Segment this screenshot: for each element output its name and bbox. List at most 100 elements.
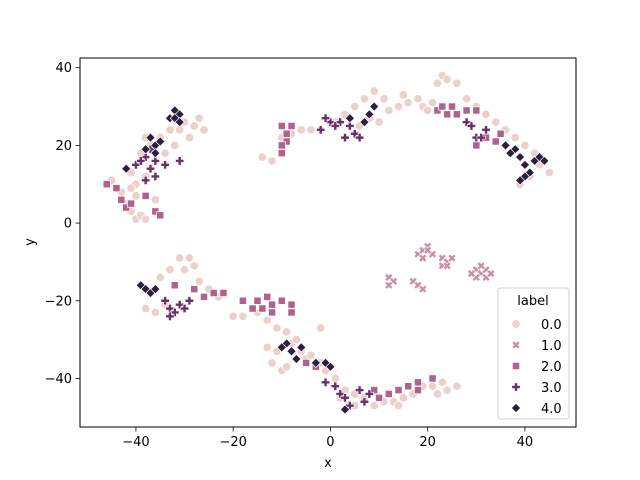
data-point-2-0 [472, 141, 481, 150]
plot-frame [79, 57, 577, 428]
data-point-0-0 [267, 358, 277, 368]
data-point-4-0 [145, 132, 156, 143]
data-point-2-0 [117, 195, 126, 204]
data-point-2-0 [404, 382, 413, 391]
data-point-0-0 [398, 90, 408, 100]
data-point-0-0 [437, 377, 447, 387]
legend-marker-0-0 [511, 319, 521, 329]
y-tick-label: 40 [55, 61, 72, 76]
legend-title: label [517, 294, 548, 309]
y-axis: −40 −20 0 20 40 [45, 61, 80, 387]
data-point-3-0 [321, 377, 331, 387]
legend-label: 0.0 [541, 318, 562, 333]
x-tick-label: −40 [122, 435, 149, 450]
data-point-3-0 [316, 125, 326, 135]
data-point-2-0 [277, 296, 286, 305]
data-point-4-0 [514, 175, 526, 186]
data-point-0-0 [520, 140, 530, 150]
data-point-0-0 [393, 102, 404, 112]
data-point-3-0 [335, 117, 345, 127]
legend-marker-4-0 [510, 402, 522, 414]
data-point-3-0 [141, 152, 151, 162]
legend-label: 4.0 [541, 402, 562, 417]
legend-label: 2.0 [541, 360, 562, 375]
data-point-3-0 [180, 304, 190, 314]
data-point-2-0 [156, 211, 165, 220]
data-point-3-0 [359, 397, 369, 407]
data-point-0-0 [442, 74, 452, 84]
data-point-4-0 [174, 116, 185, 128]
data-point-3-0 [340, 393, 350, 403]
legend-marker-1-0 [511, 340, 521, 350]
data-point-0-0 [432, 389, 442, 399]
data-point-0-0 [155, 272, 165, 283]
data-point-2-0 [127, 199, 136, 208]
data-point-4-0 [500, 140, 511, 151]
data-point-3-0 [355, 385, 365, 395]
data-point-3-0 [175, 156, 185, 166]
data-point-3-0 [330, 121, 340, 131]
data-point-3-0 [141, 175, 151, 185]
data-point-0-0 [257, 152, 267, 162]
x-axis: −40 −20 0 20 40 [122, 427, 533, 450]
y-tick-label: 0 [64, 217, 72, 232]
data-point-0-0 [150, 307, 160, 317]
data-point-3-0 [165, 311, 175, 321]
legend-marker-3-0 [511, 382, 521, 392]
data-point-0-0 [199, 125, 209, 135]
data-point-0-0 [427, 381, 438, 391]
data-point-0-0 [369, 86, 379, 96]
data-point-1-0 [384, 280, 394, 290]
data-point-2-0 [277, 149, 286, 158]
data-point-4-0 [291, 353, 302, 365]
data-point-0-0 [291, 335, 301, 345]
data-point-2-0 [384, 390, 393, 398]
data-point-0-0 [126, 183, 136, 193]
data-point-3-0 [355, 133, 365, 143]
data-point-2-0 [209, 289, 218, 297]
data-point-4-0 [519, 159, 531, 170]
data-point-2-0 [375, 393, 384, 402]
data-point-3-0 [136, 156, 146, 166]
y-axis-label: y [23, 238, 38, 246]
data-point-0-0 [160, 148, 170, 158]
data-point-0-0 [267, 156, 277, 166]
data-point-2-0 [414, 386, 422, 395]
data-point-4-0 [339, 404, 351, 415]
data-point-2-0 [438, 102, 447, 111]
data-point-3-0 [345, 121, 355, 131]
data-point-1-0 [423, 245, 433, 255]
data-point-2-0 [170, 281, 179, 290]
data-point-4-0 [286, 346, 297, 357]
data-point-4-0 [296, 342, 307, 353]
data-point-1-0 [476, 261, 486, 271]
x-tick-label: 40 [517, 435, 534, 450]
data-point-2-0 [472, 106, 481, 115]
legend-label: 1.0 [541, 339, 562, 354]
data-point-0-0 [141, 303, 151, 314]
data-point-4-0 [140, 144, 151, 155]
data-point-0-0 [194, 113, 204, 123]
data-point-2-0 [282, 129, 291, 138]
data-point-2-0 [443, 110, 452, 119]
x-tick-label: 0 [326, 435, 334, 450]
data-point-4-0 [281, 338, 292, 349]
data-point-4-0 [514, 151, 526, 163]
data-point-3-0 [345, 401, 355, 411]
data-point-0-0 [296, 125, 306, 135]
data-point-0-0 [374, 117, 384, 127]
data-point-2-0 [287, 300, 296, 309]
data-point-4-0 [150, 148, 161, 159]
data-point-3-0 [160, 160, 170, 170]
data-point-0-0 [544, 168, 554, 178]
data-point-0-0 [462, 94, 472, 104]
x-tick-label: 20 [419, 435, 436, 450]
data-point-0-0 [369, 401, 379, 411]
legend-marker-2-0 [512, 362, 520, 370]
legend-label: 3.0 [541, 381, 562, 396]
data-point-0-0 [350, 102, 360, 112]
data-point-0-0 [170, 140, 180, 150]
y-tick-label: 20 [55, 139, 72, 154]
x-axis-label: x [324, 456, 332, 471]
data-point-0-0 [262, 342, 272, 352]
